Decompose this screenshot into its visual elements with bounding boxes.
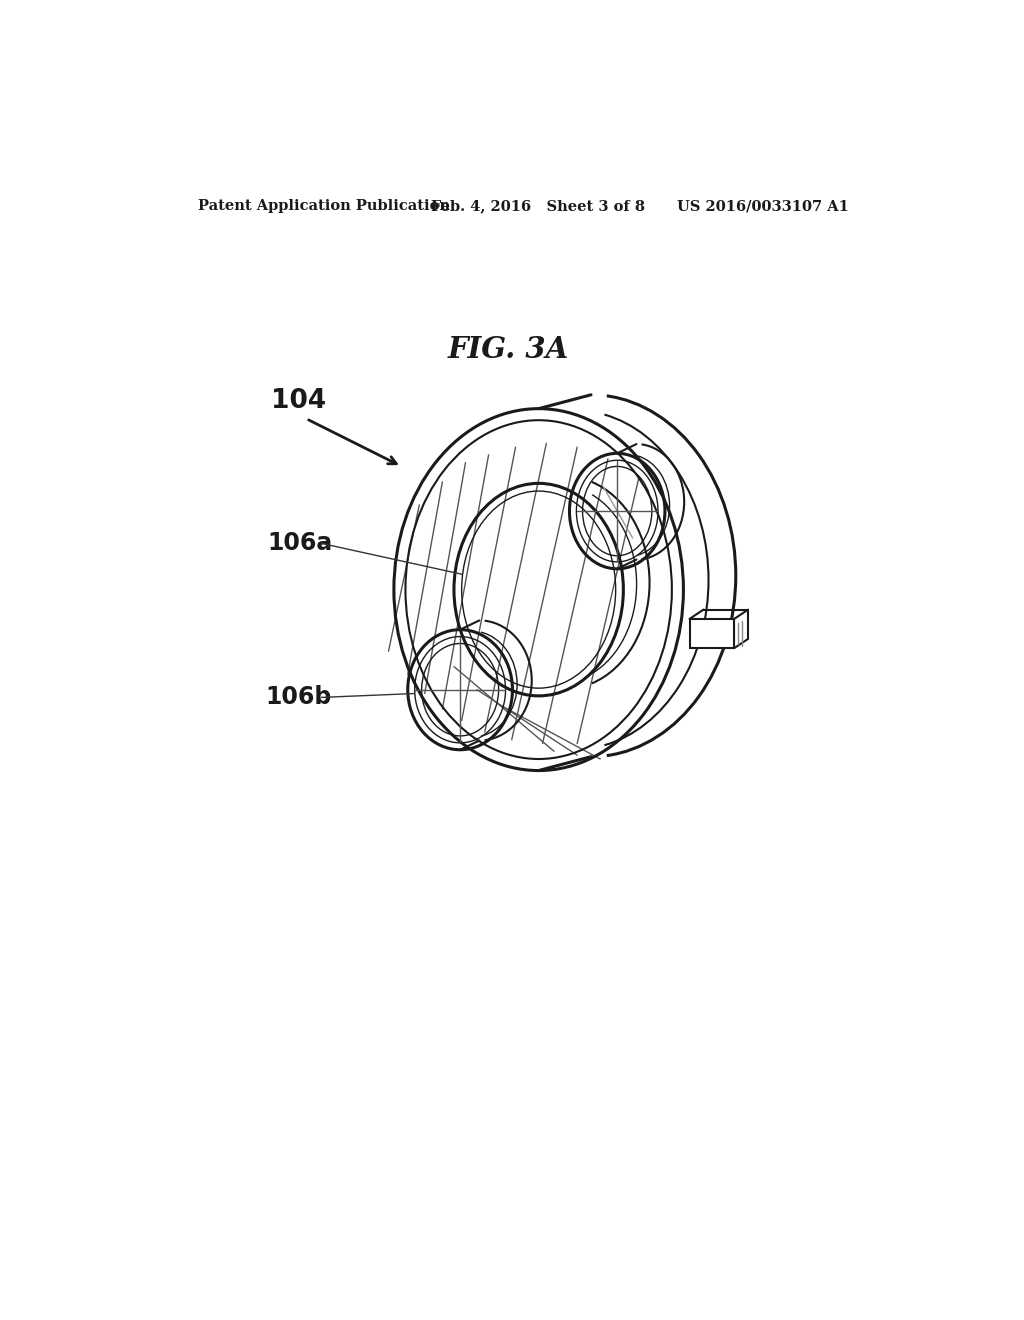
Text: 106b: 106b xyxy=(265,685,332,709)
Text: 106a: 106a xyxy=(267,532,333,556)
Text: Patent Application Publication: Patent Application Publication xyxy=(198,199,450,213)
Text: FIG. 3A: FIG. 3A xyxy=(447,335,568,364)
Text: US 2016/0033107 A1: US 2016/0033107 A1 xyxy=(677,199,849,213)
Text: Feb. 4, 2016   Sheet 3 of 8: Feb. 4, 2016 Sheet 3 of 8 xyxy=(431,199,645,213)
Bar xyxy=(689,619,734,648)
Text: 104: 104 xyxy=(271,388,327,414)
